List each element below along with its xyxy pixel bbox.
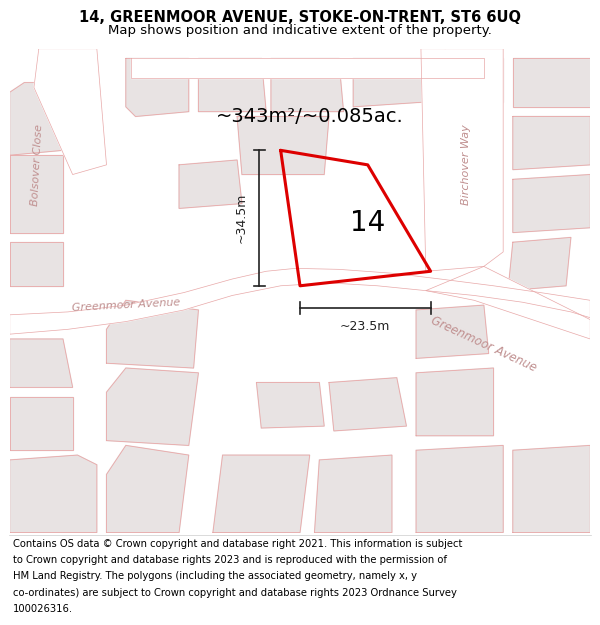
- Text: Greenmoor Avenue: Greenmoor Avenue: [429, 314, 539, 374]
- Polygon shape: [199, 58, 266, 112]
- Text: co-ordinates) are subject to Crown copyright and database rights 2023 Ordnance S: co-ordinates) are subject to Crown copyr…: [13, 588, 457, 598]
- Polygon shape: [513, 58, 590, 107]
- Polygon shape: [107, 300, 199, 368]
- Polygon shape: [416, 446, 503, 532]
- Polygon shape: [513, 446, 590, 532]
- Polygon shape: [107, 368, 199, 446]
- Polygon shape: [426, 266, 590, 339]
- Polygon shape: [513, 174, 590, 232]
- Polygon shape: [34, 49, 107, 174]
- Text: 14: 14: [350, 209, 385, 237]
- Polygon shape: [353, 58, 426, 107]
- Polygon shape: [416, 305, 488, 358]
- Polygon shape: [416, 368, 494, 436]
- Polygon shape: [131, 58, 484, 78]
- Polygon shape: [421, 49, 503, 271]
- Polygon shape: [271, 58, 344, 112]
- Text: 100026316.: 100026316.: [13, 604, 73, 614]
- Text: Birchover Way: Birchover Way: [461, 124, 472, 205]
- Polygon shape: [10, 339, 73, 388]
- Text: ~343m²/~0.085ac.: ~343m²/~0.085ac.: [216, 107, 404, 126]
- Polygon shape: [10, 155, 63, 232]
- Text: 14, GREENMOOR AVENUE, STOKE-ON-TRENT, ST6 6UQ: 14, GREENMOOR AVENUE, STOKE-ON-TRENT, ST…: [79, 10, 521, 25]
- Polygon shape: [314, 455, 392, 532]
- Polygon shape: [256, 382, 324, 428]
- Polygon shape: [10, 82, 77, 155]
- Polygon shape: [213, 455, 310, 532]
- Text: Map shows position and indicative extent of the property.: Map shows position and indicative extent…: [108, 24, 492, 36]
- Polygon shape: [237, 116, 329, 174]
- Text: Contains OS data © Crown copyright and database right 2021. This information is : Contains OS data © Crown copyright and d…: [13, 539, 463, 549]
- Text: ~34.5m: ~34.5m: [235, 193, 248, 243]
- Polygon shape: [431, 58, 503, 102]
- Polygon shape: [179, 160, 242, 208]
- Polygon shape: [10, 455, 97, 532]
- Text: to Crown copyright and database rights 2023 and is reproduced with the permissio: to Crown copyright and database rights 2…: [13, 555, 447, 565]
- Polygon shape: [107, 446, 189, 532]
- Text: HM Land Registry. The polygons (including the associated geometry, namely x, y: HM Land Registry. The polygons (includin…: [13, 571, 417, 581]
- Polygon shape: [508, 238, 571, 291]
- Text: ~23.5m: ~23.5m: [340, 319, 391, 332]
- Polygon shape: [10, 397, 73, 450]
- Text: Bolsover Close: Bolsover Close: [30, 124, 44, 206]
- Polygon shape: [10, 268, 590, 334]
- Polygon shape: [10, 242, 63, 286]
- Polygon shape: [126, 58, 189, 116]
- Polygon shape: [513, 116, 590, 169]
- Text: Greenmoor Avenue: Greenmoor Avenue: [71, 298, 180, 313]
- Polygon shape: [329, 378, 406, 431]
